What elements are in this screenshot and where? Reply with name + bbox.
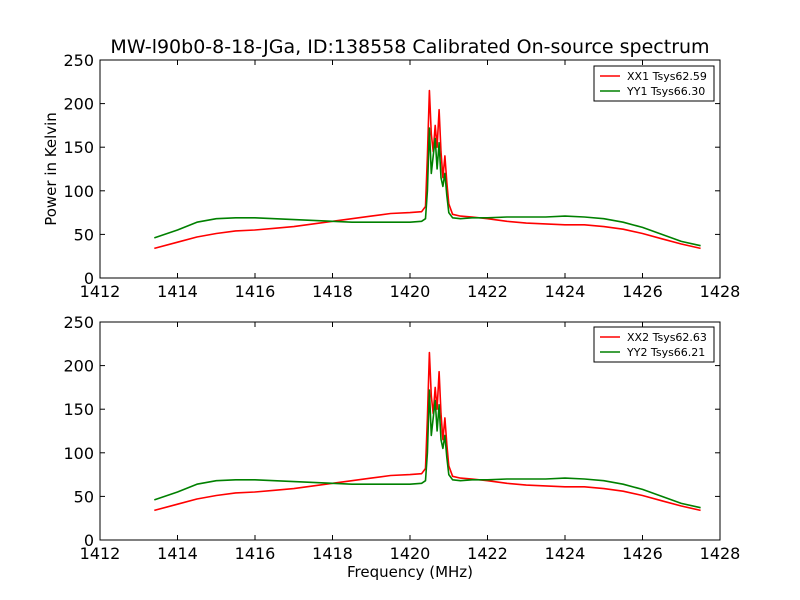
x-tick-label: 1428 (700, 544, 741, 563)
legend-box (593, 65, 715, 102)
series-line-xx2 (154, 351, 701, 512)
y-axis-label: Power in Kelvin (42, 112, 60, 226)
y-tick-label: 100 (63, 444, 94, 463)
y-tick-label: 250 (63, 313, 94, 332)
legend-label: XX2 Tsys62.63 (627, 331, 707, 344)
x-tick-label: 1412 (80, 282, 121, 301)
y-tick-label: 150 (63, 400, 94, 419)
legend-label: YY2 Tsys66.21 (626, 346, 705, 359)
x-tick-label: 1420 (390, 282, 431, 301)
x-tick-label: 1424 (545, 282, 586, 301)
x-tick-label: 1428 (700, 282, 741, 301)
y-tick-label: 200 (63, 95, 94, 114)
y-tick-label: 250 (63, 51, 94, 70)
x-tick-label: 1426 (622, 282, 663, 301)
x-tick-label: 1418 (312, 544, 353, 563)
top-subplot: 1412 1414 1416 1418 1420 1422 1424 1426 1428 0 50 1… (42, 51, 740, 301)
series-line-yy2 (154, 389, 701, 509)
series-line-yy1 (154, 127, 701, 247)
y-tick-label: 100 (63, 182, 94, 201)
figure-title: MW-l90b0-8-18-JGa, ID:138558 Calibrated … (110, 36, 709, 58)
x-tick-label: 1424 (545, 544, 586, 563)
y-tick-label: 150 (63, 138, 94, 157)
x-tick-label: 1418 (312, 282, 353, 301)
y-tick-label: 0 (84, 531, 94, 550)
x-tick-label: 1414 (157, 544, 198, 563)
series-line-xx1 (154, 89, 701, 250)
y-tick-label: 0 (84, 269, 94, 288)
bottom-subplot: 1412 1414 1416 1418 1420 1422 1424 1426 1428 0 50 1… (63, 313, 740, 563)
x-axis-label: Frequency (MHz) (347, 563, 473, 581)
legend-label: XX1 Tsys62.59 (627, 70, 707, 83)
y-tick-label: 50 (74, 225, 94, 244)
y-tick-label: 50 (74, 487, 94, 506)
x-tick-label: 1420 (390, 544, 431, 563)
legend-box (593, 326, 715, 363)
y-tick-label: 200 (63, 357, 94, 376)
x-tick-label: 1416 (235, 544, 276, 563)
x-tick-label: 1426 (622, 544, 663, 563)
x-tick-label: 1422 (467, 282, 508, 301)
x-tick-label: 1416 (235, 282, 276, 301)
x-tick-label: 1422 (467, 544, 508, 563)
legend-label: YY1 Tsys66.30 (626, 85, 705, 98)
x-tick-label: 1414 (157, 282, 198, 301)
x-tick-label: 1412 (80, 544, 121, 563)
